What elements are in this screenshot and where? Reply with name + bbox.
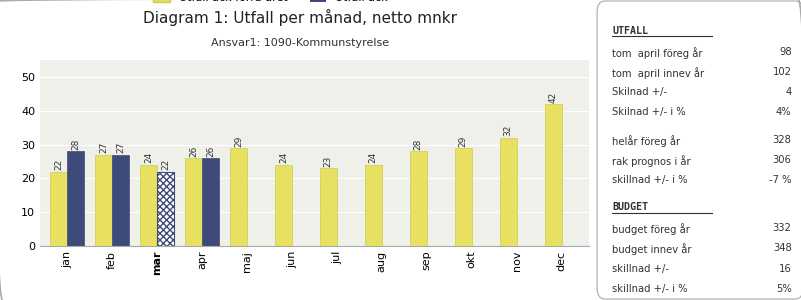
Bar	[455, 148, 472, 246]
Text: 102: 102	[773, 67, 791, 77]
Text: budget föreg år: budget föreg år	[613, 223, 690, 235]
Text: 348: 348	[773, 243, 791, 254]
Text: 4%: 4%	[776, 107, 791, 117]
Bar	[364, 165, 382, 246]
Text: helår föreg år: helår föreg år	[613, 135, 681, 146]
Text: 22: 22	[161, 159, 170, 170]
Text: tom  april innev år: tom april innev år	[613, 67, 705, 79]
Text: 29: 29	[459, 135, 468, 147]
Bar	[202, 158, 219, 246]
Text: skillnad +/- i %: skillnad +/- i %	[613, 284, 688, 294]
Text: 24: 24	[279, 152, 288, 164]
Bar	[320, 168, 337, 246]
Bar	[410, 151, 427, 246]
Text: Skilnad +/- i %: Skilnad +/- i %	[613, 107, 686, 117]
Text: tom  april föreg år: tom april föreg år	[613, 47, 703, 59]
Bar	[50, 172, 67, 246]
Bar	[545, 104, 562, 246]
Text: budget innev år: budget innev år	[613, 243, 692, 255]
Bar	[95, 155, 112, 246]
Bar	[140, 165, 157, 246]
Text: skillnad +/-: skillnad +/-	[613, 263, 670, 274]
Text: 22: 22	[54, 159, 63, 170]
Text: BUDGET: BUDGET	[613, 202, 648, 212]
Text: skillnad +/- i %: skillnad +/- i %	[613, 175, 688, 185]
Text: 16: 16	[779, 263, 791, 274]
Text: 4: 4	[785, 87, 791, 97]
Text: 42: 42	[549, 92, 557, 103]
Text: 24: 24	[144, 152, 153, 164]
Text: 26: 26	[189, 145, 198, 157]
Text: 28: 28	[414, 139, 423, 150]
Text: 24: 24	[368, 152, 378, 164]
Text: 27: 27	[116, 142, 125, 153]
Legend: Utfall ack förra året, Utfall ack: Utfall ack förra året, Utfall ack	[149, 0, 392, 7]
Text: 332: 332	[773, 223, 791, 233]
Text: 32: 32	[504, 125, 513, 136]
Bar	[500, 138, 517, 246]
Bar	[157, 172, 174, 246]
FancyBboxPatch shape	[597, 1, 801, 299]
Text: Diagram 1: Utfall per månad, netto mnkr: Diagram 1: Utfall per månad, netto mnkr	[143, 9, 457, 26]
Text: UTFALL: UTFALL	[613, 26, 648, 36]
Text: 26: 26	[206, 145, 215, 157]
Text: 27: 27	[99, 142, 108, 153]
Text: 23: 23	[324, 155, 333, 167]
Text: -7 %: -7 %	[769, 175, 791, 185]
Text: 306: 306	[773, 155, 791, 165]
Text: 29: 29	[234, 135, 243, 147]
Text: Skilnad +/-: Skilnad +/-	[613, 87, 667, 97]
Text: Ansvar1: 1090-Kommunstyrelse: Ansvar1: 1090-Kommunstyrelse	[211, 38, 389, 47]
Bar	[275, 165, 292, 246]
Bar	[230, 148, 247, 246]
Text: 5%: 5%	[776, 284, 791, 294]
Bar	[67, 151, 84, 246]
Bar	[185, 158, 202, 246]
Text: 28: 28	[71, 139, 80, 150]
Text: rak prognos i år: rak prognos i år	[613, 155, 691, 167]
Text: 328: 328	[773, 135, 791, 145]
Text: 98: 98	[779, 47, 791, 57]
Bar	[112, 155, 129, 246]
